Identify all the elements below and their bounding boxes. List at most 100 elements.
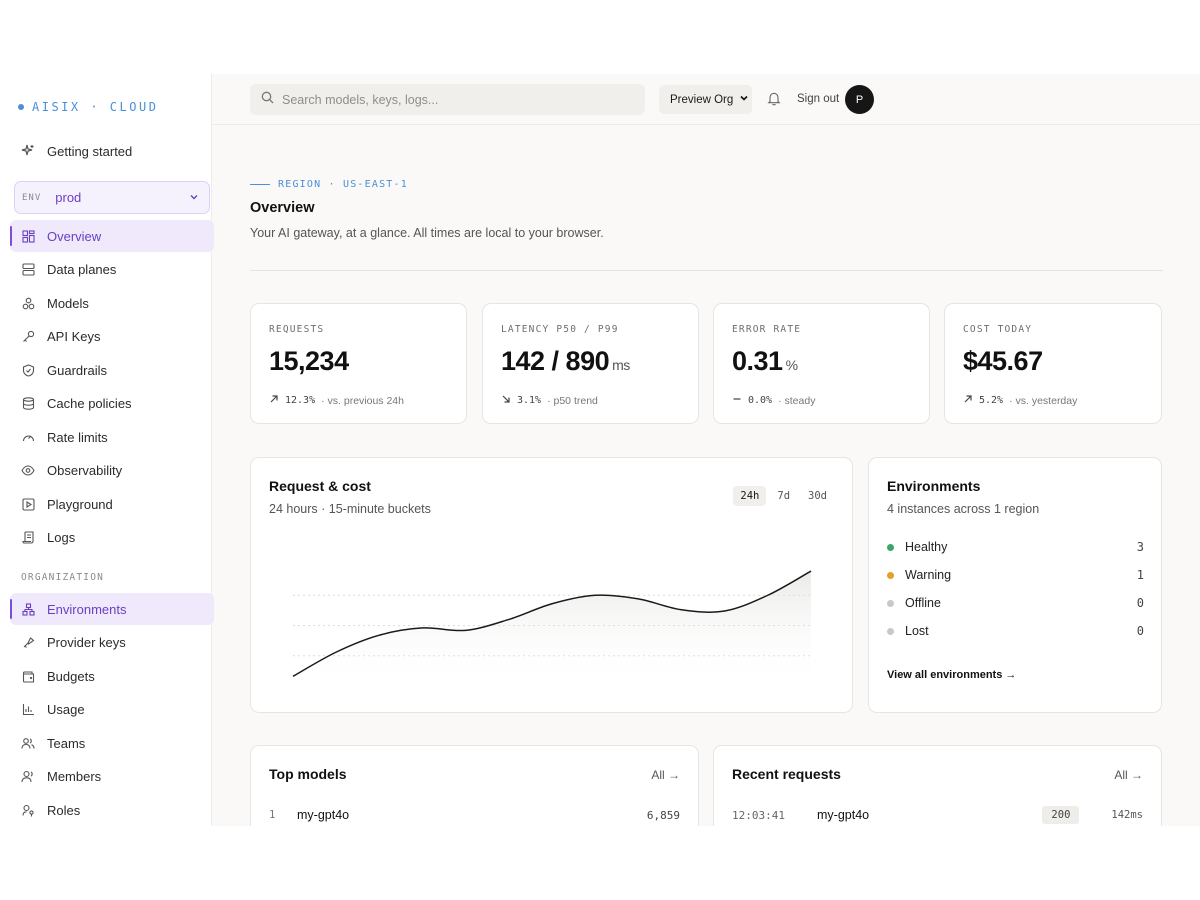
- search-box[interactable]: [250, 84, 645, 115]
- status-dot-icon: [887, 543, 894, 551]
- brand-dot-icon: [18, 104, 24, 110]
- org-select-label: Preview Org: [670, 93, 734, 106]
- key-icon: [21, 329, 35, 343]
- request-latency: 142ms: [1111, 809, 1143, 821]
- sidebar-item-label: API Keys: [47, 328, 101, 344]
- region-eyebrow: REGION · US-EAST-1: [250, 179, 408, 190]
- env-status-count: 1: [1136, 568, 1144, 582]
- sidebar: AISIX · CLOUD Getting started ENV prod O…: [0, 74, 214, 826]
- sidebar-item-provider-keys[interactable]: Provider keys: [10, 626, 214, 658]
- scroll-icon: [21, 530, 35, 544]
- sidebar-item-rate-limits[interactable]: Rate limits: [10, 421, 214, 453]
- brand-logo[interactable]: AISIX · CLOUD: [18, 100, 158, 114]
- sidebar-item-members[interactable]: Members: [10, 760, 214, 792]
- sidebar-item-overview[interactable]: Overview: [10, 220, 214, 252]
- stat-label: COST TODAY: [963, 324, 1033, 335]
- model-name: my-gpt4o: [297, 808, 350, 822]
- sidebar-item-label: Guardrails: [47, 362, 107, 378]
- range-tab-7d[interactable]: 7d: [777, 490, 791, 502]
- sidebar-item-label: Environments: [47, 601, 127, 617]
- sparkle-icon: [21, 144, 35, 158]
- stat-card-requests: REQUESTS 15,234 12.3% · vs. previous 24h: [250, 303, 467, 424]
- sidebar-item-budgets[interactable]: Budgets: [10, 660, 214, 692]
- request-cost-card: Request & cost 24 hours · 15-minute buck…: [250, 457, 853, 713]
- sidebar-item-getting-started[interactable]: Getting started: [10, 135, 214, 167]
- request-model: my-gpt4o: [817, 808, 870, 822]
- top-models-all-link[interactable]: All →: [651, 768, 680, 782]
- sidebar-item-label: Observability: [47, 462, 123, 478]
- sidebar-item-logs[interactable]: Logs: [10, 521, 214, 553]
- sidebar-item-guardrails[interactable]: Guardrails: [10, 354, 214, 386]
- stat-value: 0.31%: [732, 346, 798, 376]
- stat-delta-pct: 0.0%: [748, 395, 773, 406]
- sidebar-item-cache-policies[interactable]: Cache policies: [10, 387, 214, 419]
- brand-name: AISIX · CLOUD: [32, 100, 159, 114]
- page-subtitle: Your AI gateway, at a glance. All times …: [250, 226, 604, 240]
- sidebar-item-roles[interactable]: Roles: [10, 794, 214, 826]
- users-icon: [21, 736, 35, 750]
- server-icon: [21, 262, 35, 276]
- stat-delta-text: · vs. yesterday: [1009, 394, 1078, 407]
- env-status-count: 0: [1136, 596, 1144, 610]
- env-row-lost: Lost 0: [887, 624, 1144, 638]
- view-all-environments-link[interactable]: View all environments →: [887, 669, 1017, 681]
- card-title: Recent requests: [732, 766, 841, 782]
- range-tab-24h[interactable]: 24h: [733, 486, 767, 506]
- stat-card-cost-today: COST TODAY $45.67 5.2% · vs. yesterday: [944, 303, 1162, 424]
- sidebar-item-playground[interactable]: Playground: [10, 488, 214, 520]
- table-row[interactable]: 12:03:41 my-gpt4o 200 142ms: [732, 806, 1143, 824]
- sidebar-item-label: Overview: [47, 228, 102, 244]
- play-icon: [21, 497, 35, 511]
- sidebar-item-api-keys[interactable]: API Keys: [10, 320, 214, 352]
- env-row-offline: Offline 0: [887, 596, 1144, 610]
- range-tab-30d[interactable]: 30d: [808, 490, 827, 502]
- org-select[interactable]: Preview Org: [659, 85, 752, 114]
- grid-icon: [21, 229, 35, 243]
- avatar[interactable]: P: [845, 85, 874, 114]
- sidebar-item-usage[interactable]: Usage: [10, 693, 214, 725]
- sidebar-item-label: Usage: [47, 701, 85, 717]
- gauge-icon: [21, 430, 35, 444]
- sidebar-item-label: Cache policies: [47, 395, 132, 411]
- region-label: REGION · US-EAST-1: [278, 179, 408, 190]
- stat-value: 142 / 890 ms: [501, 346, 630, 376]
- env-tag: ENV: [22, 192, 42, 203]
- stat-delta: 0.0% · steady: [732, 394, 815, 407]
- sidebar-item-environments[interactable]: Environments: [10, 593, 214, 625]
- search-input[interactable]: [282, 92, 622, 107]
- stat-value: $45.67: [963, 346, 1043, 376]
- card-title: Environments: [887, 478, 981, 494]
- stat-delta-pct: 5.2%: [979, 395, 1004, 406]
- env-status-count: 0: [1136, 624, 1144, 638]
- user-group-icon: [21, 769, 35, 783]
- recent-requests-all-link[interactable]: All →: [1114, 768, 1143, 782]
- sidebar-item-teams[interactable]: Teams: [10, 727, 214, 759]
- sidebar-item-label: Teams: [47, 735, 86, 751]
- database-icon: [21, 396, 35, 410]
- sidebar-item-label: Provider keys: [47, 634, 126, 650]
- list-item[interactable]: 1 my-gpt4o 6,859: [269, 808, 680, 822]
- top-models-card: Top models All → 1 my-gpt4o 6,859: [250, 745, 699, 826]
- sidebar-item-observability[interactable]: Observability: [10, 454, 214, 486]
- stat-value: 15,234: [269, 346, 349, 376]
- stat-label: ERROR RATE: [732, 324, 802, 335]
- sidebar-item-label: Roles: [47, 802, 81, 818]
- bell-icon[interactable]: [767, 91, 781, 111]
- stat-delta-text: · steady: [778, 394, 816, 407]
- status-badge: 200: [1042, 806, 1080, 824]
- environments-card: Environments 4 instances across 1 region…: [868, 457, 1162, 713]
- stat-delta-text: · p50 trend: [547, 394, 598, 407]
- env-status-label: Offline: [905, 596, 941, 610]
- env-select[interactable]: ENV prod: [14, 181, 210, 214]
- sidebar-item-label: Logs: [47, 529, 76, 545]
- stat-delta-pct: 12.3%: [285, 395, 316, 406]
- header-divider: [250, 270, 1163, 271]
- model-rank: 1: [269, 809, 276, 821]
- shield-icon: [21, 363, 35, 377]
- sign-out-link[interactable]: Sign out: [797, 93, 840, 105]
- app-window: AISIX · CLOUD Getting started ENV prod O…: [0, 74, 1200, 826]
- chart-area-fill: [293, 571, 811, 686]
- sidebar-item-models[interactable]: Models: [10, 287, 214, 319]
- sidebar-item-data-planes[interactable]: Data planes: [10, 253, 214, 285]
- search-icon: [261, 91, 274, 109]
